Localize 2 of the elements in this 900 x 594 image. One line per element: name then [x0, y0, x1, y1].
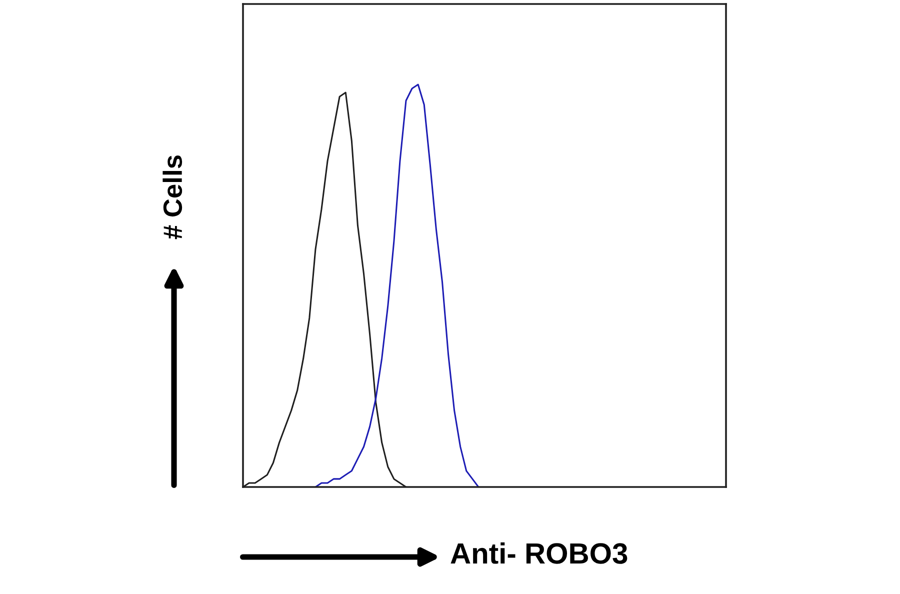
- y-axis-title: # Cells: [162, 156, 182, 240]
- x-axis-title: Anti- ROBO3: [450, 542, 628, 564]
